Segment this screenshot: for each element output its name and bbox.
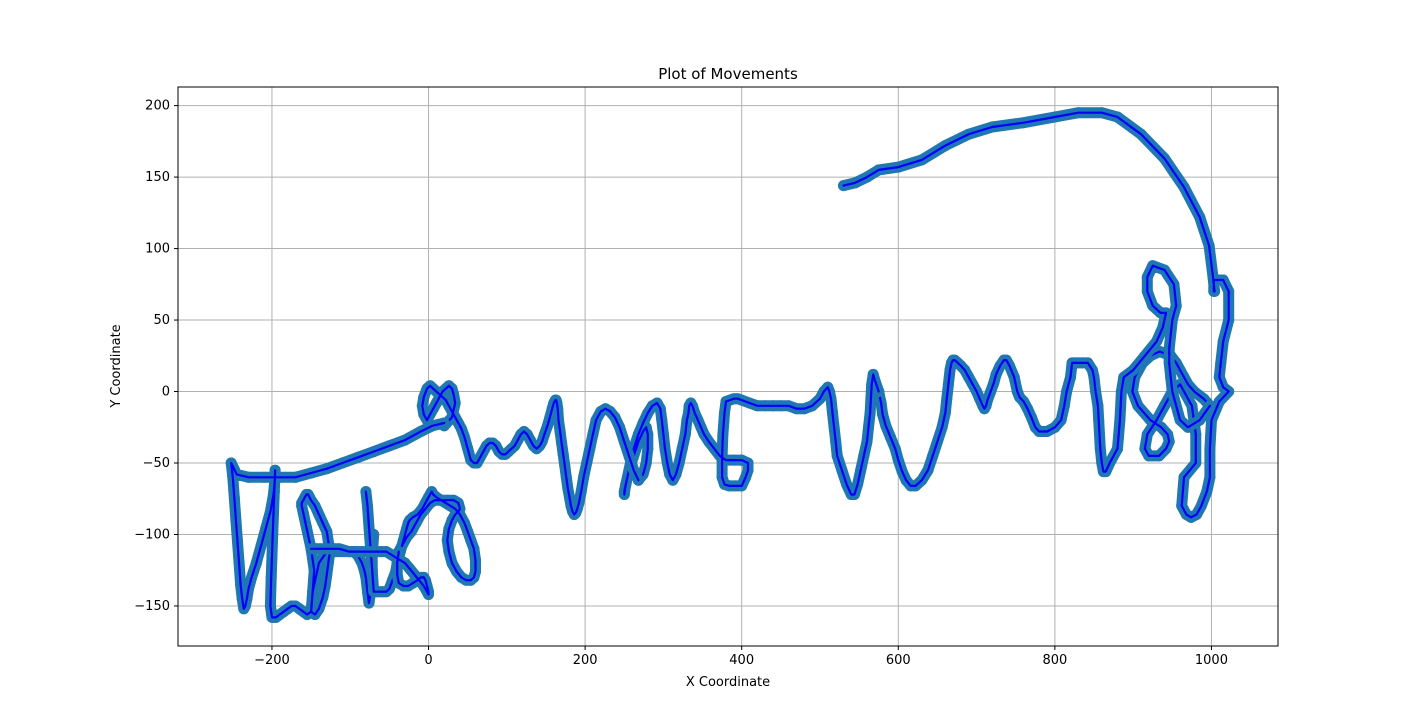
plot-frame — [177, 86, 1279, 647]
movement-path — [842, 111, 1230, 519]
movement-path — [877, 264, 1212, 487]
y-tick-label: 100 — [145, 242, 170, 257]
x-tick-label: 200 — [573, 653, 598, 668]
y-tick-label: −100 — [134, 527, 170, 542]
y-tick-label: −50 — [143, 456, 170, 471]
y-tick-label: 200 — [145, 99, 170, 114]
grid — [178, 87, 1278, 646]
x-tick-label: 0 — [424, 653, 432, 668]
movement-path — [230, 421, 446, 619]
chart-title: Plot of Movements — [658, 65, 798, 83]
movement-path — [623, 373, 880, 496]
y-tick-label: 150 — [145, 170, 170, 185]
x-axis-label: X Coordinate — [686, 675, 770, 690]
x-tick-label: 1000 — [1195, 653, 1228, 668]
x-tick-label: 400 — [729, 653, 754, 668]
y-tick-label: 50 — [153, 313, 170, 328]
y-tick-label: 0 — [162, 385, 170, 400]
movement-path — [310, 547, 430, 596]
x-tick-label: 600 — [886, 653, 911, 668]
x-tick-label: 800 — [1042, 653, 1067, 668]
y-axis-label: Y Coordinate — [109, 324, 124, 408]
y-tick-label: −150 — [134, 599, 170, 614]
series-layer — [225, 107, 1235, 623]
movement-path — [421, 384, 640, 516]
x-tick-label: −200 — [254, 653, 290, 668]
ticks: −200 0 200 400 600 800 1000 −150 −100 −50 0 50 100 15… — [134, 99, 1228, 668]
